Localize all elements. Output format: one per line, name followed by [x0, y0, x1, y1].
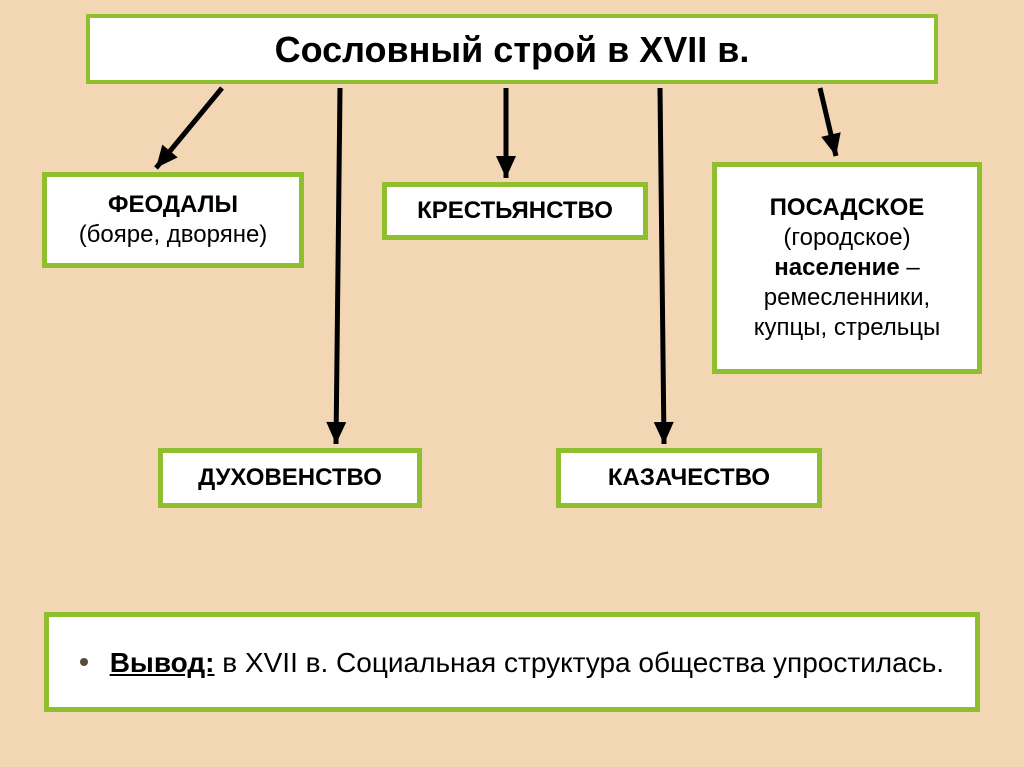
title-text: Сословный строй в XVII в. — [275, 29, 750, 70]
feodaly-l1: ФЕОДАЛЫ — [108, 191, 238, 218]
posad-l2: (городское) — [783, 224, 910, 251]
posad-l4: ремесленники, — [764, 284, 930, 311]
posad-l3: население — [774, 254, 899, 281]
posad-l1: ПОСАДСКОЕ — [770, 194, 925, 221]
node-kazachestvo: КАЗАЧЕСТВО — [556, 448, 822, 508]
kaz-text: КАЗАЧЕСТВО — [608, 464, 770, 491]
node-feodaly: ФЕОДАЛЫ (бояре, дворяне) — [42, 172, 304, 268]
conclusion-rest: в XVII в. Социальная структура общества … — [215, 647, 945, 678]
bullet-icon — [80, 658, 88, 666]
feodaly-l2: (бояре, дворяне) — [79, 221, 268, 248]
krestyanstvo-text: КРЕСТЬЯНСТВО — [417, 197, 613, 224]
node-dukhovenstvo: ДУХОВЕНСТВО — [158, 448, 422, 508]
posad-l5: купцы, стрельцы — [754, 314, 941, 341]
diagram-canvas: Сословный строй в XVII в. ФЕОДАЛЫ (бояре… — [0, 0, 1024, 767]
title-box: Сословный строй в XVII в. — [86, 14, 938, 84]
conclusion-label: Вывод: — [110, 647, 215, 678]
dukh-text: ДУХОВЕНСТВО — [198, 464, 382, 491]
node-posadskoe: ПОСАДСКОЕ (городское) население – ремесл… — [712, 162, 982, 374]
node-krestyanstvo: КРЕСТЬЯНСТВО — [382, 182, 648, 240]
conclusion-box: Вывод: в XVII в. Социальная структура об… — [44, 612, 980, 712]
